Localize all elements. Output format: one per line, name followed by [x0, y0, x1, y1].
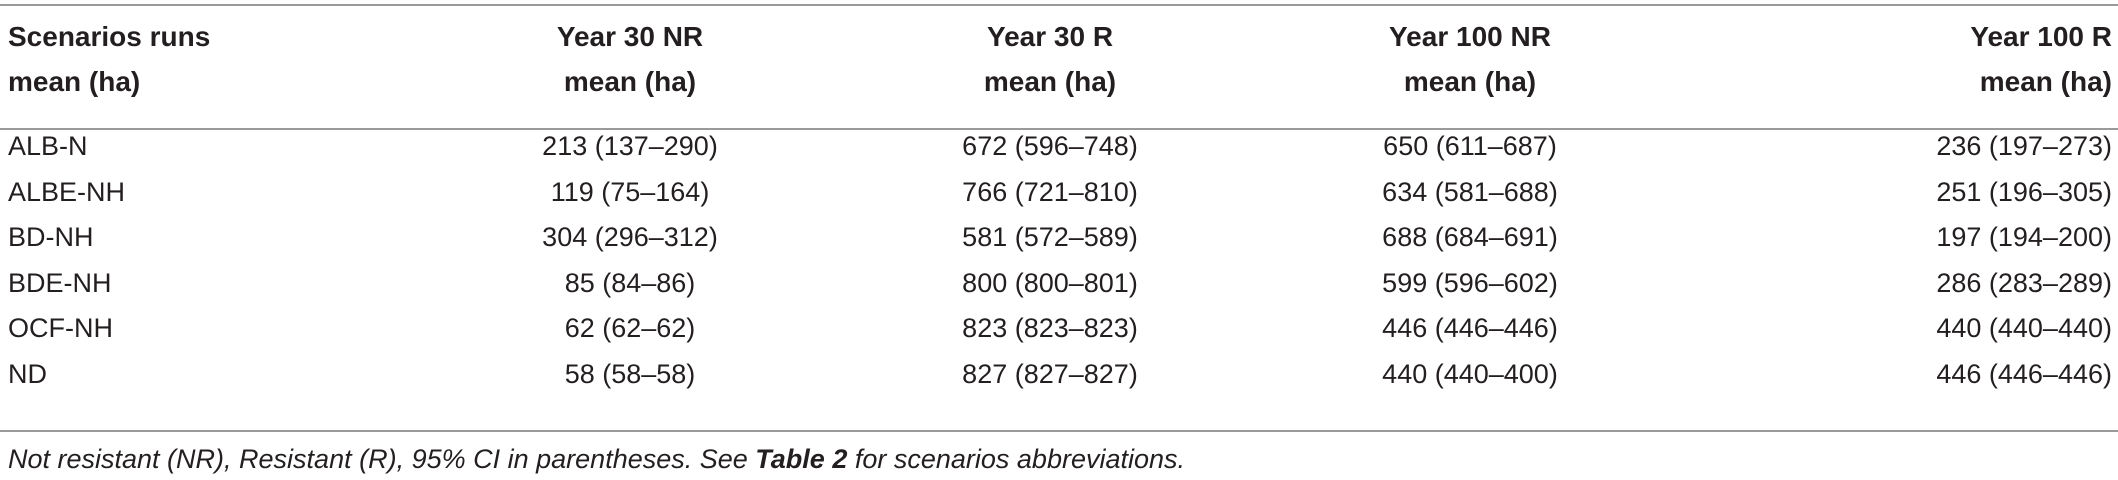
table-row: ALB-N 213 (137–290) 672 (596–748) 650 (6…	[0, 112, 2118, 170]
bottom-rule	[0, 430, 2118, 432]
row-label: BD-NH	[8, 222, 94, 253]
table-cell: 236 (197–273)	[1936, 131, 2112, 162]
header-cell-year30-nr: Year 30 NR mean (ha)	[556, 21, 704, 97]
header-cell-year30-r: Year 30 R mean (ha)	[983, 21, 1117, 97]
row-label: ALBE-NH	[8, 176, 126, 207]
table-cell: 286 (283–289)	[1936, 267, 2112, 298]
row-label: BDE-NH	[8, 267, 112, 298]
header-rule	[0, 128, 2118, 130]
table-cell: 440 (440–440)	[1936, 313, 2112, 344]
table-cell: 634 (581–688)	[1382, 176, 1558, 207]
top-rule	[0, 4, 2118, 6]
header-cell-scenarios: Scenarios runs mean (ha)	[8, 21, 211, 97]
row-label: OCF-NH	[8, 313, 113, 344]
table-cell: 58 (58–58)	[564, 358, 696, 389]
data-table: Scenarios runs mean (ha) Year 30 NR mean…	[0, 6, 2118, 397]
footnote-text-end: for scenarios abbreviations.	[847, 444, 1186, 474]
row-label: ALB-N	[8, 131, 88, 162]
table-cell: 672 (596–748)	[962, 131, 1138, 162]
table-cell: 581 (572–589)	[962, 222, 1138, 253]
table-cell: 766 (721–810)	[962, 176, 1138, 207]
table-cell: 197 (194–200)	[1936, 222, 2112, 253]
header-row: Scenarios runs mean (ha) Year 30 NR mean…	[0, 6, 2118, 112]
table-cell: 213 (137–290)	[542, 131, 718, 162]
table-cell: 62 (62–62)	[564, 313, 696, 344]
table-cell: 823 (823–823)	[962, 313, 1138, 344]
table-cell: 446 (446–446)	[1936, 358, 2112, 389]
table-cell: 827 (827–827)	[962, 358, 1138, 389]
table-row: ND 58 (58–58) 827 (827–827) 440 (440–400…	[0, 352, 2118, 398]
table-row: BD-NH 304 (296–312) 581 (572–589) 688 (6…	[0, 215, 2118, 261]
table-footnote: Not resistant (NR), Resistant (R), 95% C…	[8, 444, 1185, 475]
table-cell: 650 (611–687)	[1383, 131, 1557, 162]
row-label: ND	[8, 358, 47, 389]
table-row: OCF-NH 62 (62–62) 823 (823–823) 446 (446…	[0, 306, 2118, 352]
table-row: BDE-NH 85 (84–86) 800 (800–801) 599 (596…	[0, 261, 2118, 307]
table-cell: 599 (596–602)	[1382, 267, 1558, 298]
table-cell: 119 (75–164)	[550, 176, 710, 207]
header-cell-year100-nr: Year 100 NR mean (ha)	[1389, 21, 1551, 97]
footnote-text: Not resistant (NR), Resistant (R), 95% C…	[8, 444, 756, 474]
header-cell-year100-r: Year 100 R mean (ha)	[1970, 21, 2112, 97]
table-cell: 688 (684–691)	[1382, 222, 1558, 253]
table-cell: 800 (800–801)	[962, 267, 1138, 298]
table-cell: 446 (446–446)	[1382, 313, 1558, 344]
table-reference-link[interactable]: Table 2	[755, 444, 848, 474]
table-cell: 85 (84–86)	[564, 267, 696, 298]
table-cell: 304 (296–312)	[542, 222, 718, 253]
table-row: ALBE-NH 119 (75–164) 766 (721–810) 634 (…	[0, 170, 2118, 216]
table-cell: 440 (440–400)	[1382, 358, 1558, 389]
table-cell: 251 (196–305)	[1936, 176, 2112, 207]
